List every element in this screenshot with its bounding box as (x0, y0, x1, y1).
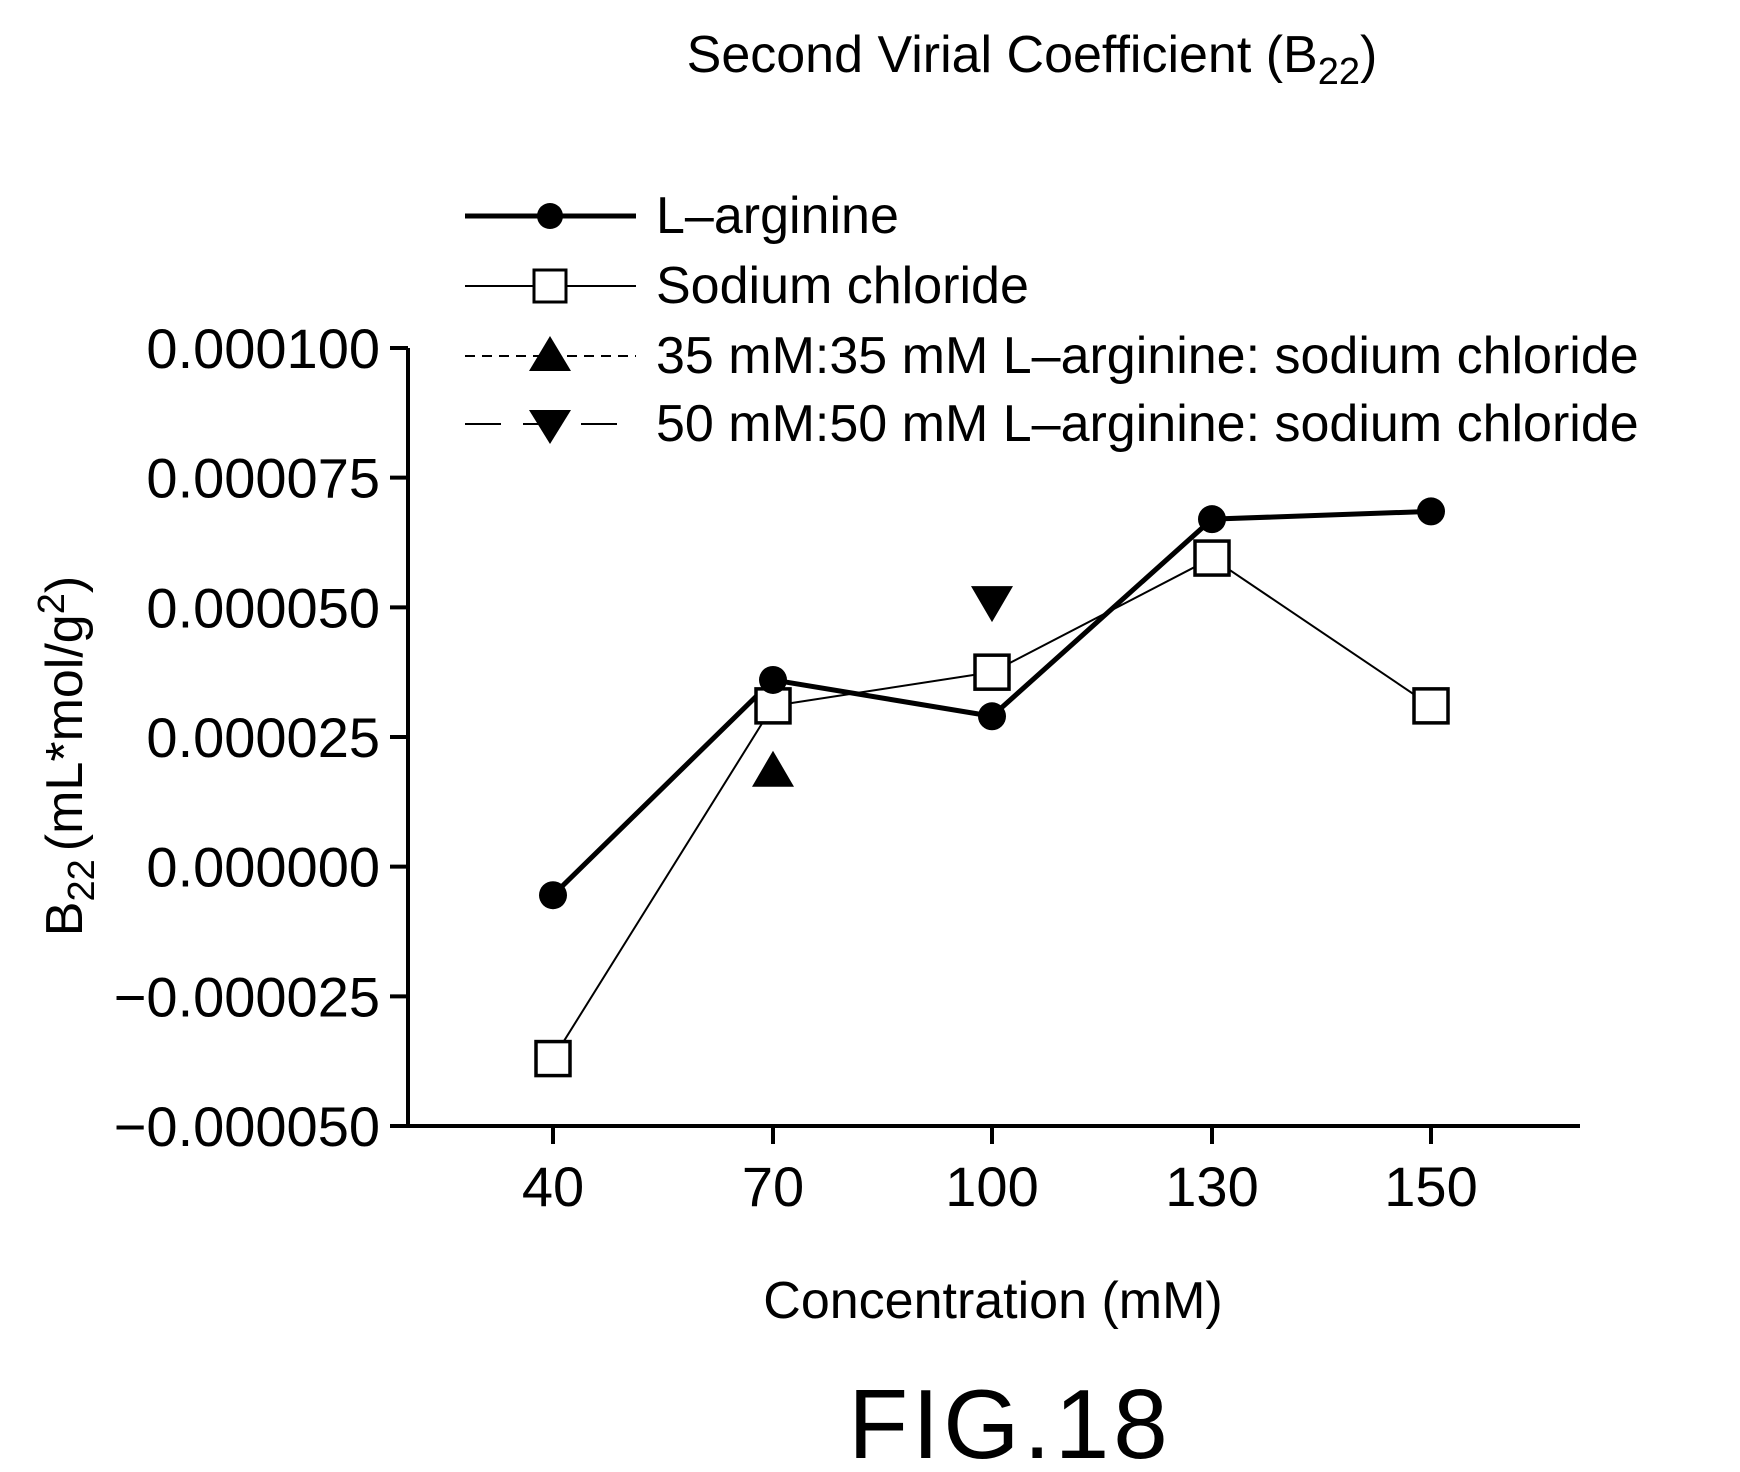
y-tick-label: −0.000050 (114, 1095, 380, 1158)
y-tick-label: 0.000100 (146, 317, 380, 380)
x-tick-label: 100 (945, 1155, 1038, 1218)
x-axis-title: Concentration (mM) (763, 1272, 1222, 1330)
y-tick-label: 0.000000 (146, 836, 380, 899)
data-point-l-arginine (759, 665, 787, 694)
legend-marker-35mm (529, 336, 571, 371)
data-point-sodium-chloride (534, 1039, 572, 1078)
y-tick-label: −0.000025 (114, 965, 380, 1028)
legend-label-50mm: 50 mM:50 mM L–arginine: sodium chloride (656, 395, 1639, 453)
legend-entry-35mm: 35 mM:35 mM L–arginine: sodium chloride (465, 327, 1639, 385)
legend-entry-50mm: 50 mM:50 mM L–arginine: sodium chloride (465, 395, 1639, 453)
y-ticks: 0.000100 0.000075 0.000050 0.000025 0.000000… (114, 317, 408, 1158)
data-point-35mm (752, 750, 794, 787)
data-point-sodium-chloride (754, 687, 792, 725)
x-tick-label: 40 (522, 1155, 584, 1218)
legend-marker-sodium-chloride (532, 268, 568, 304)
legend-label-sodium-chloride: Sodium chloride (656, 257, 1029, 315)
y-tick-label: 0.000050 (146, 576, 380, 639)
data-point-50mm (971, 586, 1013, 623)
legend-marker-l-arginine (537, 203, 563, 229)
x-ticks: 40 70 100 130 150 (522, 1126, 1478, 1218)
data-point-l-arginine (539, 881, 567, 910)
legend-marker-50mm (529, 410, 571, 444)
legend-entry-l-arginine: L–arginine (465, 187, 899, 245)
x-tick-label: 70 (742, 1155, 804, 1218)
x-tick-label: 130 (1165, 1155, 1258, 1218)
chart-title: Second Virial Coefficient (B22) (687, 26, 1378, 93)
y-tick-label: 0.000075 (146, 447, 380, 510)
figure-label: FIG.18 (848, 1369, 1172, 1472)
plot-area (534, 497, 1450, 1078)
legend-label-l-arginine: L–arginine (656, 187, 899, 245)
series-line-sodium-chloride (552, 557, 1432, 1060)
data-point-sodium-chloride (973, 653, 1011, 691)
y-tick-label: 0.000025 (146, 706, 380, 769)
data-point-l-arginine (1198, 505, 1226, 534)
data-point-l-arginine (978, 702, 1006, 731)
y-axis-title: B22(mL*mol/g2) (31, 576, 103, 936)
data-point-sodium-chloride (1412, 687, 1450, 725)
x-tick-label: 150 (1384, 1155, 1477, 1218)
legend: L–arginine Sodium chloride 35 mM:35 mM L… (465, 187, 1639, 453)
legend-entry-sodium-chloride: Sodium chloride (465, 257, 1029, 315)
data-point-l-arginine (1417, 497, 1445, 526)
data-point-sodium-chloride (1193, 539, 1231, 577)
legend-label-35mm: 35 mM:35 mM L–arginine: sodium chloride (656, 327, 1639, 385)
